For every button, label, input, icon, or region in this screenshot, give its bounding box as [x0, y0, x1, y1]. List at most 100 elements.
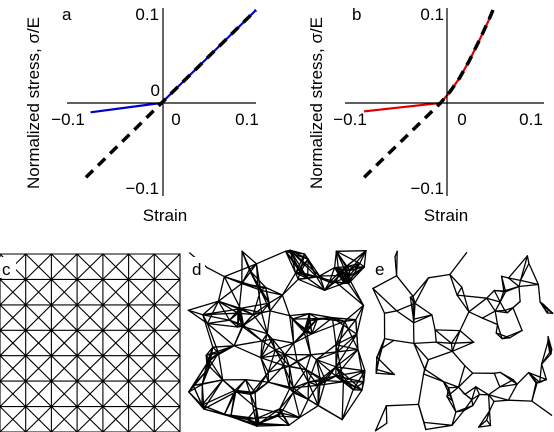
lattice-d-bar — [292, 381, 309, 389]
lattice-c-bar — [128, 329, 155, 357]
lattice-e-bar — [519, 279, 540, 286]
lattice-e-bar — [493, 399, 510, 403]
lattice-e-bar — [495, 332, 511, 339]
lattice-d-bar — [335, 250, 367, 252]
lattice-e-bar — [447, 386, 460, 389]
lattice-d-bar — [260, 349, 276, 359]
lattice-d-bar — [335, 333, 358, 368]
lattice-d-bar — [260, 353, 286, 359]
lattice-d-bar — [315, 359, 337, 377]
lattice-e-bar — [477, 410, 491, 428]
lattice-d-bar — [267, 381, 291, 390]
lattice-d-bar — [241, 263, 258, 285]
lattice-d-bar — [201, 383, 205, 410]
lattice-e-bar — [455, 404, 474, 413]
lattice-d-bar — [208, 359, 224, 381]
lattice-d-bar — [249, 393, 258, 427]
lattice-e-bar — [372, 287, 386, 314]
lattice-e-bar — [495, 323, 499, 334]
lattice-d-bar — [281, 294, 291, 317]
lattice-d-bar — [239, 307, 263, 314]
lattice-d-bar — [335, 250, 349, 278]
lattice-e-bar — [537, 283, 541, 303]
lattice-e-bar — [395, 275, 414, 297]
lattice-e-bar — [414, 277, 430, 304]
lattice-e-bar — [531, 400, 553, 416]
lattice-e-bar — [393, 339, 415, 345]
lattice-e-bar — [518, 283, 540, 288]
lattice-d-bar — [292, 387, 309, 401]
lattice-e-bar — [550, 348, 553, 355]
lattice-d-bar — [206, 322, 235, 347]
series-b-1-dashed — [362, 9, 495, 179]
lattice-e-bar — [527, 371, 548, 381]
lattice-d-bar — [260, 356, 285, 367]
lattice-d-bar — [307, 359, 318, 383]
y-tick-a-pos: 0.1 — [135, 5, 159, 24]
x-tick-a-neg: −0.1 — [51, 110, 85, 129]
lattice-c-bar — [153, 329, 181, 357]
lattice-d-bar — [222, 379, 236, 391]
lattice-d-bar — [241, 311, 263, 328]
lattice-d-bar — [202, 300, 220, 316]
x-tick-a-zero: 0 — [171, 110, 180, 129]
lattice-d-bar — [296, 360, 309, 383]
lattice-d-bar — [305, 331, 312, 356]
lattice-d-bar — [208, 346, 214, 369]
lattice-e-bar — [542, 303, 554, 314]
lattice-e-bar — [500, 275, 507, 293]
lattice-e-bar — [423, 359, 429, 370]
lattice-c-bar — [128, 253, 155, 280]
lattice-d-bar — [233, 345, 262, 359]
lattice-d-bar — [261, 338, 273, 342]
lattice-c-bar — [50, 304, 78, 331]
lattice-d-bar — [260, 356, 269, 373]
lattice-e-bar — [449, 273, 458, 296]
lattice-d-bar — [335, 333, 358, 346]
lattice-e-bar — [375, 337, 386, 371]
lattice-d-bar — [334, 281, 365, 307]
lattice-c-bar — [76, 355, 104, 382]
lattice-e-bar — [507, 383, 518, 401]
lattice-d-bar — [206, 300, 220, 325]
lattice-c-bar — [153, 278, 181, 306]
lattice-d-bar — [260, 338, 273, 359]
lattice-d-bar — [202, 308, 240, 316]
lattice-e-bar — [493, 372, 501, 388]
lattice-e-bar — [412, 295, 416, 304]
lattice-d-bar — [241, 250, 258, 265]
lattice-d-bar — [292, 391, 301, 419]
lattice-c-bar — [128, 355, 155, 382]
lattice-e-bar — [540, 341, 549, 365]
lattice-e-bar — [507, 255, 529, 279]
lattice-d-bar — [238, 282, 243, 310]
lattice-c-bar — [153, 355, 181, 382]
lattice-d-bar — [206, 319, 231, 325]
lattice-d-bar — [335, 250, 361, 265]
lattice-d-bar — [315, 359, 337, 368]
lattice-d-bar — [212, 345, 235, 348]
lattice-c-bar — [0, 278, 27, 306]
x-tick-b-pos: 0.1 — [519, 110, 543, 129]
lattice-d-bar — [234, 389, 256, 394]
lattice-c-bar — [50, 380, 78, 408]
lattice-d-bar — [343, 319, 357, 322]
lattice-d-bar — [331, 317, 358, 335]
lattice-d-bar — [255, 407, 282, 414]
lattice-e-bar — [486, 289, 495, 299]
lattice-d-bar — [256, 424, 290, 427]
lattice-d-bar — [269, 294, 284, 312]
y-axis-label-a: Normalized stress, σ/E — [24, 17, 43, 189]
lattice-c-bar — [25, 253, 52, 280]
lattice-e-bar — [422, 373, 445, 383]
lattice-d-bar — [335, 250, 340, 277]
lattice-c-bar — [76, 253, 104, 280]
lattice-d-bar — [255, 415, 279, 420]
lattice-d-bar — [335, 375, 363, 391]
lattice-e-bar — [487, 394, 491, 412]
lattice-d-bar — [271, 338, 295, 344]
lattice-d-bar — [260, 332, 268, 359]
lattice-d-bar — [259, 289, 271, 312]
lattice-c-bar — [25, 304, 52, 331]
lattice-d-bar — [341, 269, 345, 284]
